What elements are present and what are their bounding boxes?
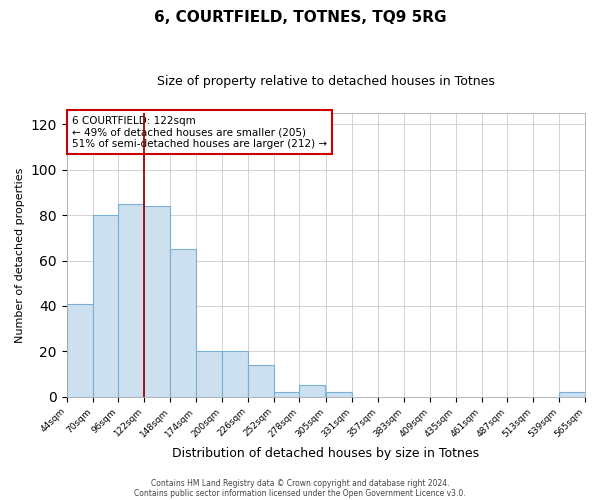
Y-axis label: Number of detached properties: Number of detached properties — [15, 167, 25, 342]
Title: Size of property relative to detached houses in Totnes: Size of property relative to detached ho… — [157, 75, 495, 88]
Bar — [170, 249, 196, 397]
Bar — [196, 352, 222, 397]
Bar — [222, 352, 248, 397]
Text: 6, COURTFIELD, TOTNES, TQ9 5RG: 6, COURTFIELD, TOTNES, TQ9 5RG — [154, 10, 446, 25]
Bar — [274, 392, 299, 397]
Bar — [92, 215, 118, 397]
Bar — [299, 386, 325, 397]
X-axis label: Distribution of detached houses by size in Totnes: Distribution of detached houses by size … — [172, 447, 479, 460]
Bar — [67, 304, 92, 397]
Text: Contains HM Land Registry data © Crown copyright and database right 2024.: Contains HM Land Registry data © Crown c… — [151, 478, 449, 488]
Bar — [248, 365, 274, 397]
Bar — [118, 204, 144, 397]
Bar — [326, 392, 352, 397]
Bar — [559, 392, 585, 397]
Text: Contains public sector information licensed under the Open Government Licence v3: Contains public sector information licen… — [134, 488, 466, 498]
Bar — [144, 206, 170, 397]
Text: 6 COURTFIELD: 122sqm
← 49% of detached houses are smaller (205)
51% of semi-deta: 6 COURTFIELD: 122sqm ← 49% of detached h… — [72, 116, 327, 149]
